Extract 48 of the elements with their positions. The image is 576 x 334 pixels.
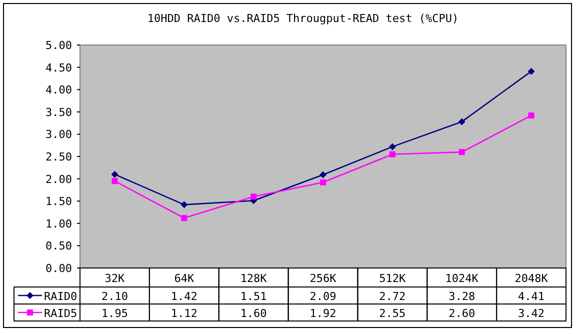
x-tick-label: 512K	[379, 272, 406, 285]
point	[458, 118, 466, 126]
point	[320, 179, 326, 186]
point	[389, 151, 396, 158]
point	[458, 149, 465, 156]
x-tick-label: 64K	[174, 272, 194, 285]
y-tick-label: 1.00	[46, 217, 72, 230]
point	[250, 194, 257, 200]
data-label: 1.60	[240, 307, 267, 320]
x-tick-label: 128K	[240, 272, 268, 285]
x-tick-label: 2048K	[514, 272, 548, 285]
data-label: 1.51	[240, 290, 267, 303]
y-tick-label: 4.00	[46, 84, 72, 97]
y-tick-label: 4.50	[46, 61, 72, 74]
y-tick-label: 0.50	[46, 240, 72, 253]
y-tick-label: 1.50	[46, 195, 72, 208]
x-tick-label: 32K	[104, 272, 126, 285]
legend-label: RAID0	[44, 290, 78, 303]
data-label: 1.95	[101, 307, 128, 320]
legend-label: RAID5	[44, 307, 78, 320]
point	[320, 171, 326, 178]
data-label: 1.12	[170, 307, 198, 320]
point	[111, 170, 118, 178]
y-tick-label: 5.00	[46, 39, 72, 52]
x-tick-label: 256K	[310, 272, 337, 285]
y-tick-label: 3.50	[46, 106, 72, 119]
point	[528, 112, 534, 118]
point	[112, 178, 118, 184]
data-label: 2.09	[310, 290, 336, 303]
point	[180, 201, 188, 208]
data-label: 4.41	[518, 290, 545, 303]
y-tick-label: 2.50	[46, 150, 72, 164]
data-label: 2.55	[379, 307, 406, 320]
data-label: 3.28	[448, 290, 476, 303]
y-tick-label: 0.00	[46, 262, 72, 275]
chart-title: 10HDD RAID0 vs.RAID5 Througput-READ test (%CPU)	[147, 12, 459, 25]
y-tick-label: 2.00	[46, 172, 72, 186]
data-label: 3.42	[518, 307, 545, 320]
data-label: 1.42	[170, 290, 198, 303]
data-label: 2.10	[101, 290, 128, 303]
point	[181, 215, 188, 222]
data-label: 1.92	[310, 307, 336, 320]
x-tick-label: 1024K	[445, 272, 479, 285]
data-label: 2.72	[379, 290, 406, 303]
data-label: 2.60	[448, 307, 476, 320]
point	[388, 143, 396, 150]
point	[528, 68, 535, 75]
y-tick-label: 3.00	[46, 128, 72, 142]
